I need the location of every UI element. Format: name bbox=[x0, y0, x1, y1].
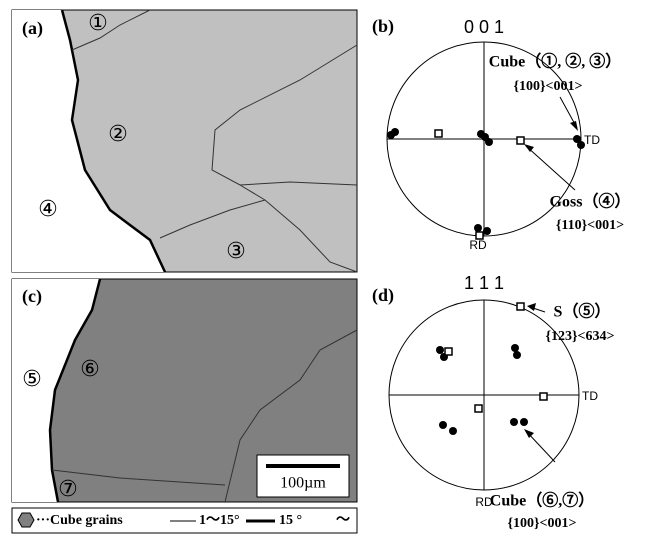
scale-text: 100µm bbox=[280, 475, 326, 492]
pole-point bbox=[510, 418, 518, 426]
arrowhead bbox=[524, 144, 534, 152]
annotation: Cube（⑥,⑦） bbox=[490, 491, 594, 510]
pole-point bbox=[520, 418, 528, 426]
td-label: TD bbox=[582, 389, 598, 403]
grain-label: ② bbox=[108, 122, 128, 147]
grain-label: ④ bbox=[38, 197, 58, 222]
legend-hex bbox=[18, 513, 34, 527]
pole-point bbox=[511, 344, 519, 352]
grain-label: ① bbox=[88, 11, 108, 36]
pole-square bbox=[445, 348, 452, 355]
rd-label: RD bbox=[469, 238, 487, 252]
panel-d: (d) 1 1 1 TD RD S（⑤） {123}<634> Cube（⑥,⑦… bbox=[372, 273, 615, 531]
squares bbox=[435, 130, 524, 239]
pole-square bbox=[517, 137, 524, 144]
legend-text: ···Cube grains bbox=[36, 513, 123, 528]
pole-point bbox=[449, 427, 457, 435]
panel-c: 100µm (c) ⑤ ⑥ ⑦ bbox=[12, 279, 357, 502]
pole-point bbox=[483, 227, 491, 235]
grain-label: ⑥ bbox=[80, 357, 100, 382]
legend: ···Cube grains 1～15° 15 ° ～ bbox=[12, 508, 357, 533]
pole-point bbox=[577, 141, 585, 149]
panel-a: (a) ① ② ③ ④ bbox=[12, 10, 357, 272]
pole-point bbox=[439, 421, 447, 429]
annotation: Goss（④） bbox=[550, 192, 631, 211]
annotation: {123}<634> bbox=[546, 329, 615, 344]
pole-square bbox=[476, 232, 483, 239]
legend-text: ～ bbox=[336, 513, 350, 528]
panel-b: (b) 0 0 1 TD RD Cube（①, ②, ③） {100}<001>… bbox=[372, 16, 630, 252]
pole-square bbox=[540, 393, 547, 400]
pole-point bbox=[436, 346, 444, 354]
annotation: S（⑤） bbox=[554, 302, 611, 321]
arrowhead bbox=[570, 121, 578, 131]
points bbox=[436, 344, 528, 435]
legend-text: 15 ° bbox=[279, 513, 302, 528]
annotation: {110}<001> bbox=[556, 218, 624, 233]
arrowhead bbox=[524, 429, 534, 438]
annotation: Cube（①, ②, ③） bbox=[489, 52, 621, 71]
pole-point bbox=[474, 224, 482, 232]
grain-label: ③ bbox=[226, 239, 246, 264]
pole-label: 1 1 1 bbox=[464, 273, 504, 293]
grain-label: ⑤ bbox=[22, 367, 42, 392]
pole-square bbox=[517, 303, 524, 310]
pole-label: 0 0 1 bbox=[464, 17, 504, 37]
grain-label: ⑦ bbox=[58, 477, 78, 502]
td-label: TD bbox=[584, 133, 600, 147]
pole-square bbox=[435, 130, 442, 137]
panel-label: (a) bbox=[22, 18, 43, 39]
panel-label: (c) bbox=[22, 286, 42, 307]
annotation: {100}<001> bbox=[514, 79, 583, 94]
arrowhead bbox=[527, 303, 536, 311]
arrow bbox=[526, 146, 575, 190]
pole-point bbox=[513, 351, 521, 359]
figure: (a) ① ② ③ ④ 100µm (c) ⑤ ⑥ ⑦ ···Cube grai… bbox=[0, 0, 658, 537]
pole-square bbox=[475, 405, 482, 412]
legend-text: 1～15° bbox=[199, 513, 240, 528]
annotation: {100}<001> bbox=[508, 516, 577, 531]
panel-label: (b) bbox=[372, 16, 394, 37]
panel-label: (d) bbox=[372, 285, 394, 306]
squares bbox=[445, 303, 547, 412]
pole-point bbox=[391, 128, 399, 136]
pole-point bbox=[485, 138, 493, 146]
